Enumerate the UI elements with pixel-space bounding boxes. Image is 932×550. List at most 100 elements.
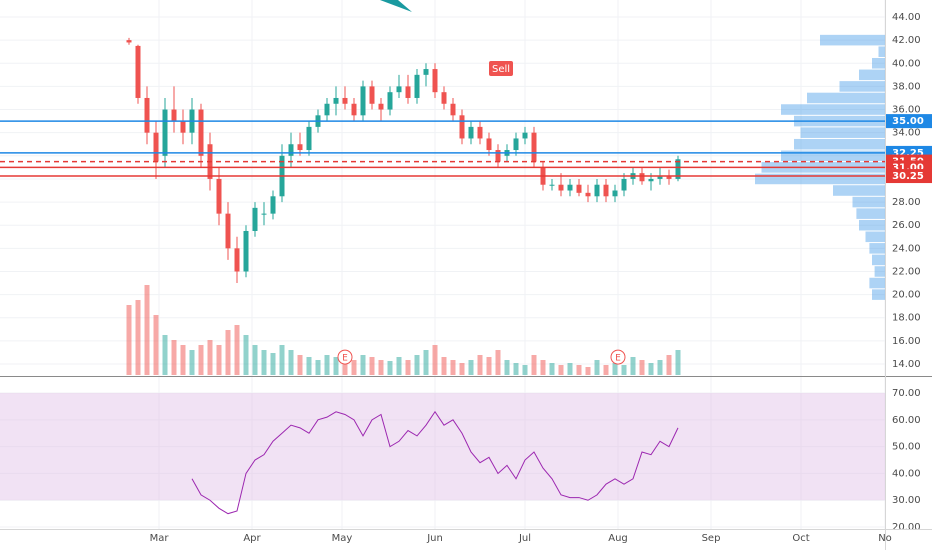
volume-bar <box>576 365 582 375</box>
pointer-mark <box>380 0 412 12</box>
candle-body <box>531 132 537 162</box>
volume-bar <box>657 360 663 375</box>
volume-bar <box>216 345 222 375</box>
rsi-line <box>191 410 679 515</box>
volume-bar <box>162 335 168 375</box>
volume-bar <box>549 363 555 375</box>
candle-body <box>567 184 573 191</box>
candle-body <box>378 103 384 110</box>
volume-profile-bar <box>872 289 885 300</box>
volume-bar <box>279 345 285 375</box>
volume-bar <box>612 363 618 375</box>
volume-bar <box>135 300 141 375</box>
x-tick-label: Aug <box>608 533 628 544</box>
volume-bar <box>207 340 213 375</box>
y-tick-label: 34.00 <box>892 128 921 139</box>
volume-bar <box>414 355 420 375</box>
y-tick-label: 42.00 <box>892 35 921 46</box>
y-tick-label: 28.00 <box>892 197 921 208</box>
y-tick-label: 30.00 <box>892 495 921 506</box>
candle-body <box>225 213 231 249</box>
volume-bar <box>288 350 294 375</box>
candle-body <box>585 192 591 197</box>
y-tick-label: 26.00 <box>892 220 921 231</box>
volume-bar <box>306 357 312 375</box>
volume-bar <box>153 315 159 375</box>
volume-bar <box>234 325 240 375</box>
candle-body <box>558 184 564 191</box>
volume-bar <box>405 360 411 375</box>
candle-body <box>135 45 141 98</box>
volume-profile-bar <box>781 104 885 115</box>
volume-bar <box>252 345 258 375</box>
candle-body <box>441 92 447 104</box>
candle-body <box>198 109 204 156</box>
volume-bar <box>639 360 645 375</box>
price-level-tag <box>885 114 932 129</box>
volume-bar <box>189 350 195 375</box>
volume-bar <box>324 355 330 375</box>
x-tick-label: Sep <box>702 533 721 544</box>
annotation: E <box>342 354 348 364</box>
x-tick-label: Jun <box>426 533 443 544</box>
candle-body <box>297 144 303 151</box>
candle-body <box>261 213 267 215</box>
volume-profile-bar <box>820 34 885 46</box>
price-level-label: 32.25 <box>892 148 924 159</box>
candle-body <box>369 86 375 104</box>
candle-body <box>387 92 393 110</box>
candle-body <box>522 132 528 139</box>
candle-body <box>288 144 294 156</box>
x-tick-label: Mar <box>150 533 170 544</box>
volume-profile-bar <box>794 138 885 150</box>
volume-bar <box>261 350 267 375</box>
rsi-band <box>0 393 885 501</box>
volume-profile-bar <box>878 46 885 57</box>
candle-body <box>171 109 177 122</box>
volume-profile-bar <box>872 57 885 69</box>
volume-bar <box>585 367 591 375</box>
x-tick-label: Jul <box>518 533 531 544</box>
candle-body <box>576 184 582 193</box>
candle-body <box>513 138 519 151</box>
x-tick-label: Oct <box>792 533 809 544</box>
volume-bar <box>594 360 600 375</box>
volume-bar <box>351 360 357 375</box>
y-tick-label: 70.00 <box>892 388 921 399</box>
candle-body <box>153 132 159 162</box>
volume-profile-bar <box>755 173 885 185</box>
annotation: Sell <box>492 64 510 75</box>
volume-bar <box>378 360 384 375</box>
candle-body <box>675 159 681 179</box>
candle-body <box>432 69 438 93</box>
volume-profile-bar <box>859 219 885 231</box>
candle-body <box>243 230 249 272</box>
candle-body <box>450 103 456 116</box>
candle-body <box>666 176 672 179</box>
candle-body <box>603 184 609 197</box>
volume-profile-bar <box>874 266 885 277</box>
volume-bar <box>603 365 609 375</box>
volume-bar <box>180 345 186 375</box>
volume-profile-bar <box>833 185 885 196</box>
x-tick-label: May <box>332 533 353 544</box>
candle-body <box>396 86 402 93</box>
candle-body <box>126 40 132 43</box>
candle-body <box>468 126 474 139</box>
candle-body <box>657 176 663 179</box>
volume-profile-bar <box>800 127 885 138</box>
candle-body <box>360 86 366 116</box>
candle-body <box>414 74 420 98</box>
candle-body <box>270 196 276 214</box>
y-tick-label: 40.00 <box>892 58 921 69</box>
price-level-tag <box>885 169 932 184</box>
candle-body <box>495 150 501 162</box>
volume-bar <box>297 355 303 375</box>
candle-body <box>612 190 618 197</box>
y-tick-label: 50.00 <box>892 442 921 453</box>
candle-body <box>216 178 222 214</box>
y-tick-label: 40.00 <box>892 468 921 479</box>
y-tick-label: 24.00 <box>892 243 921 254</box>
candle-body <box>486 138 492 151</box>
